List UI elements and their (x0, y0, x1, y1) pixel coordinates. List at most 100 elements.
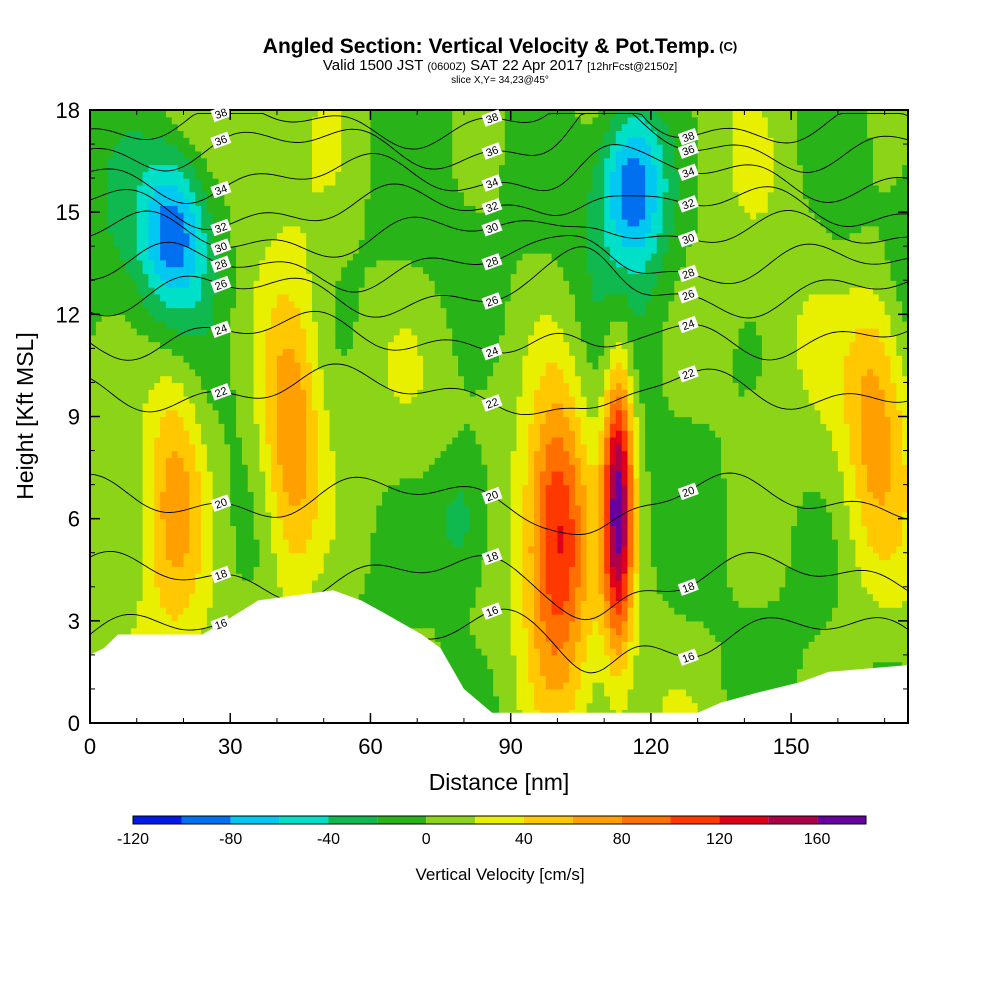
field-cell (317, 389, 325, 397)
field-cell (312, 253, 319, 261)
field-cell (119, 573, 126, 581)
field-cell (358, 450, 366, 458)
field-cell (90, 218, 97, 227)
field-cell (218, 232, 225, 241)
field-cell (370, 157, 377, 166)
field-cell (253, 389, 261, 397)
field-cell (160, 614, 167, 622)
field-cell (294, 505, 301, 513)
field-cell (294, 484, 301, 493)
field-cell (171, 593, 179, 601)
field-cell (399, 280, 407, 288)
field-cell (95, 266, 103, 275)
field-cell (148, 539, 155, 547)
field-cell (300, 539, 307, 547)
field-cell (382, 205, 389, 213)
field-cell (189, 225, 196, 234)
field-cell (113, 198, 120, 206)
field-cell (107, 239, 114, 247)
field-cell (382, 505, 389, 513)
field-cell (101, 634, 109, 642)
field-cell (376, 273, 383, 281)
field-cell (358, 491, 366, 499)
field-cell (300, 505, 307, 513)
field-cell (294, 116, 301, 125)
field-cell (300, 307, 307, 315)
field-cell (364, 137, 372, 145)
field-cell (370, 443, 377, 452)
field-cell (206, 307, 214, 315)
field-cell (294, 382, 301, 390)
field-cell (119, 409, 126, 418)
field-cell (125, 130, 132, 138)
field-cell (411, 511, 418, 520)
field-cell (352, 484, 360, 493)
field-cell (230, 212, 237, 220)
field-cell (130, 212, 138, 220)
field-cell (306, 287, 313, 295)
field-cell (265, 116, 272, 125)
field-cell (165, 477, 173, 486)
field-cell (119, 137, 126, 145)
field-cell (282, 287, 290, 295)
field-cell (165, 586, 173, 595)
field-cell (259, 532, 266, 540)
field-cell (90, 423, 97, 431)
field-cell (253, 348, 261, 356)
field-cell (136, 184, 144, 193)
field-cell (405, 205, 412, 213)
field-cell (189, 205, 196, 213)
field-cell (300, 225, 307, 234)
field-cell (247, 505, 255, 513)
field-cell (130, 532, 138, 540)
field-cell (393, 436, 401, 445)
field-cell (212, 300, 220, 309)
field-cell (119, 593, 126, 601)
field-cell (288, 423, 296, 431)
field-cell (253, 144, 261, 152)
field-cell (329, 239, 336, 247)
field-cell (177, 191, 185, 200)
field-cell (259, 205, 266, 213)
field-cell (230, 157, 237, 166)
field-cell (271, 552, 278, 561)
field-cell (335, 559, 342, 567)
field-cell (224, 518, 231, 527)
field-cell (323, 436, 331, 445)
field-cell (136, 477, 144, 486)
field-cell (101, 402, 109, 411)
field-cell (276, 511, 284, 520)
field-cell (347, 293, 354, 302)
field-cell (136, 157, 144, 166)
field-cell (224, 157, 231, 166)
field-cell (393, 559, 401, 567)
field-cell (189, 293, 196, 302)
field-cell (370, 280, 377, 288)
field-cell (177, 341, 185, 349)
field-cell (382, 321, 389, 329)
field-cell (125, 246, 132, 254)
field-cell (323, 130, 331, 138)
field-cell (399, 477, 407, 486)
field-cell (317, 532, 325, 540)
field-cell (300, 287, 307, 295)
field-cell (364, 293, 372, 302)
field-cell (352, 130, 360, 138)
field-cell (113, 607, 120, 615)
field-cell (95, 641, 103, 649)
field-cell (323, 586, 331, 595)
field-cell (399, 559, 407, 567)
field-cell (113, 321, 120, 329)
field-cell (265, 110, 272, 118)
field-cell (218, 593, 225, 601)
field-cell (154, 430, 161, 438)
field-cell (154, 164, 161, 172)
field-cell (119, 430, 126, 438)
field-cell (142, 409, 150, 418)
field-cell (294, 355, 301, 363)
field-cell (119, 559, 126, 567)
field-cell (90, 614, 97, 622)
field-cell (387, 491, 395, 499)
field-cell (183, 614, 190, 622)
field-cell (119, 457, 126, 465)
